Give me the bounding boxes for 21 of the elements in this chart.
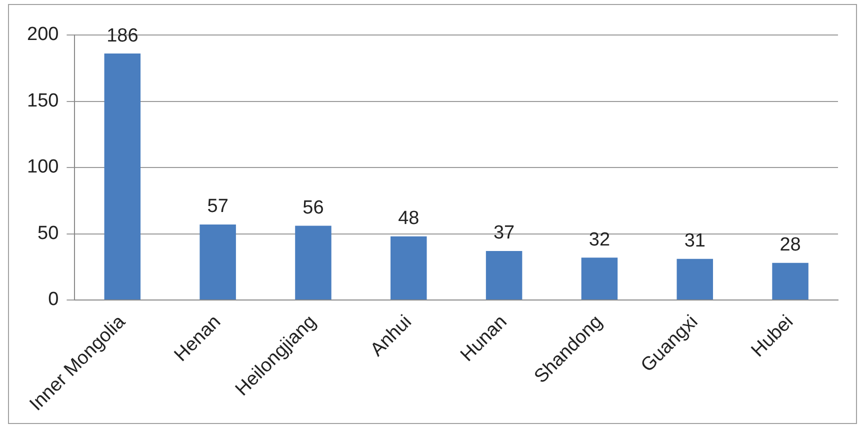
data-label: 32 xyxy=(588,229,610,250)
data-label: 48 xyxy=(398,208,420,230)
bar xyxy=(104,54,141,300)
data-label: 31 xyxy=(684,230,706,252)
y-tick-label: 200 xyxy=(27,24,59,46)
bar xyxy=(581,258,618,300)
y-tick-label: 0 xyxy=(48,289,59,310)
y-tick-label: 50 xyxy=(38,222,59,244)
data-label: 56 xyxy=(302,198,324,219)
data-label: 57 xyxy=(207,196,228,218)
bar xyxy=(772,262,808,300)
data-label: 37 xyxy=(493,222,515,244)
bar xyxy=(486,250,522,300)
bar xyxy=(295,226,332,300)
bar xyxy=(676,258,714,300)
bar xyxy=(390,236,427,300)
y-tick-label: 150 xyxy=(27,90,59,112)
y-tick-label: 100 xyxy=(27,156,59,178)
bar xyxy=(200,224,236,300)
data-label: 186 xyxy=(106,25,138,46)
data-label: 28 xyxy=(780,234,801,256)
